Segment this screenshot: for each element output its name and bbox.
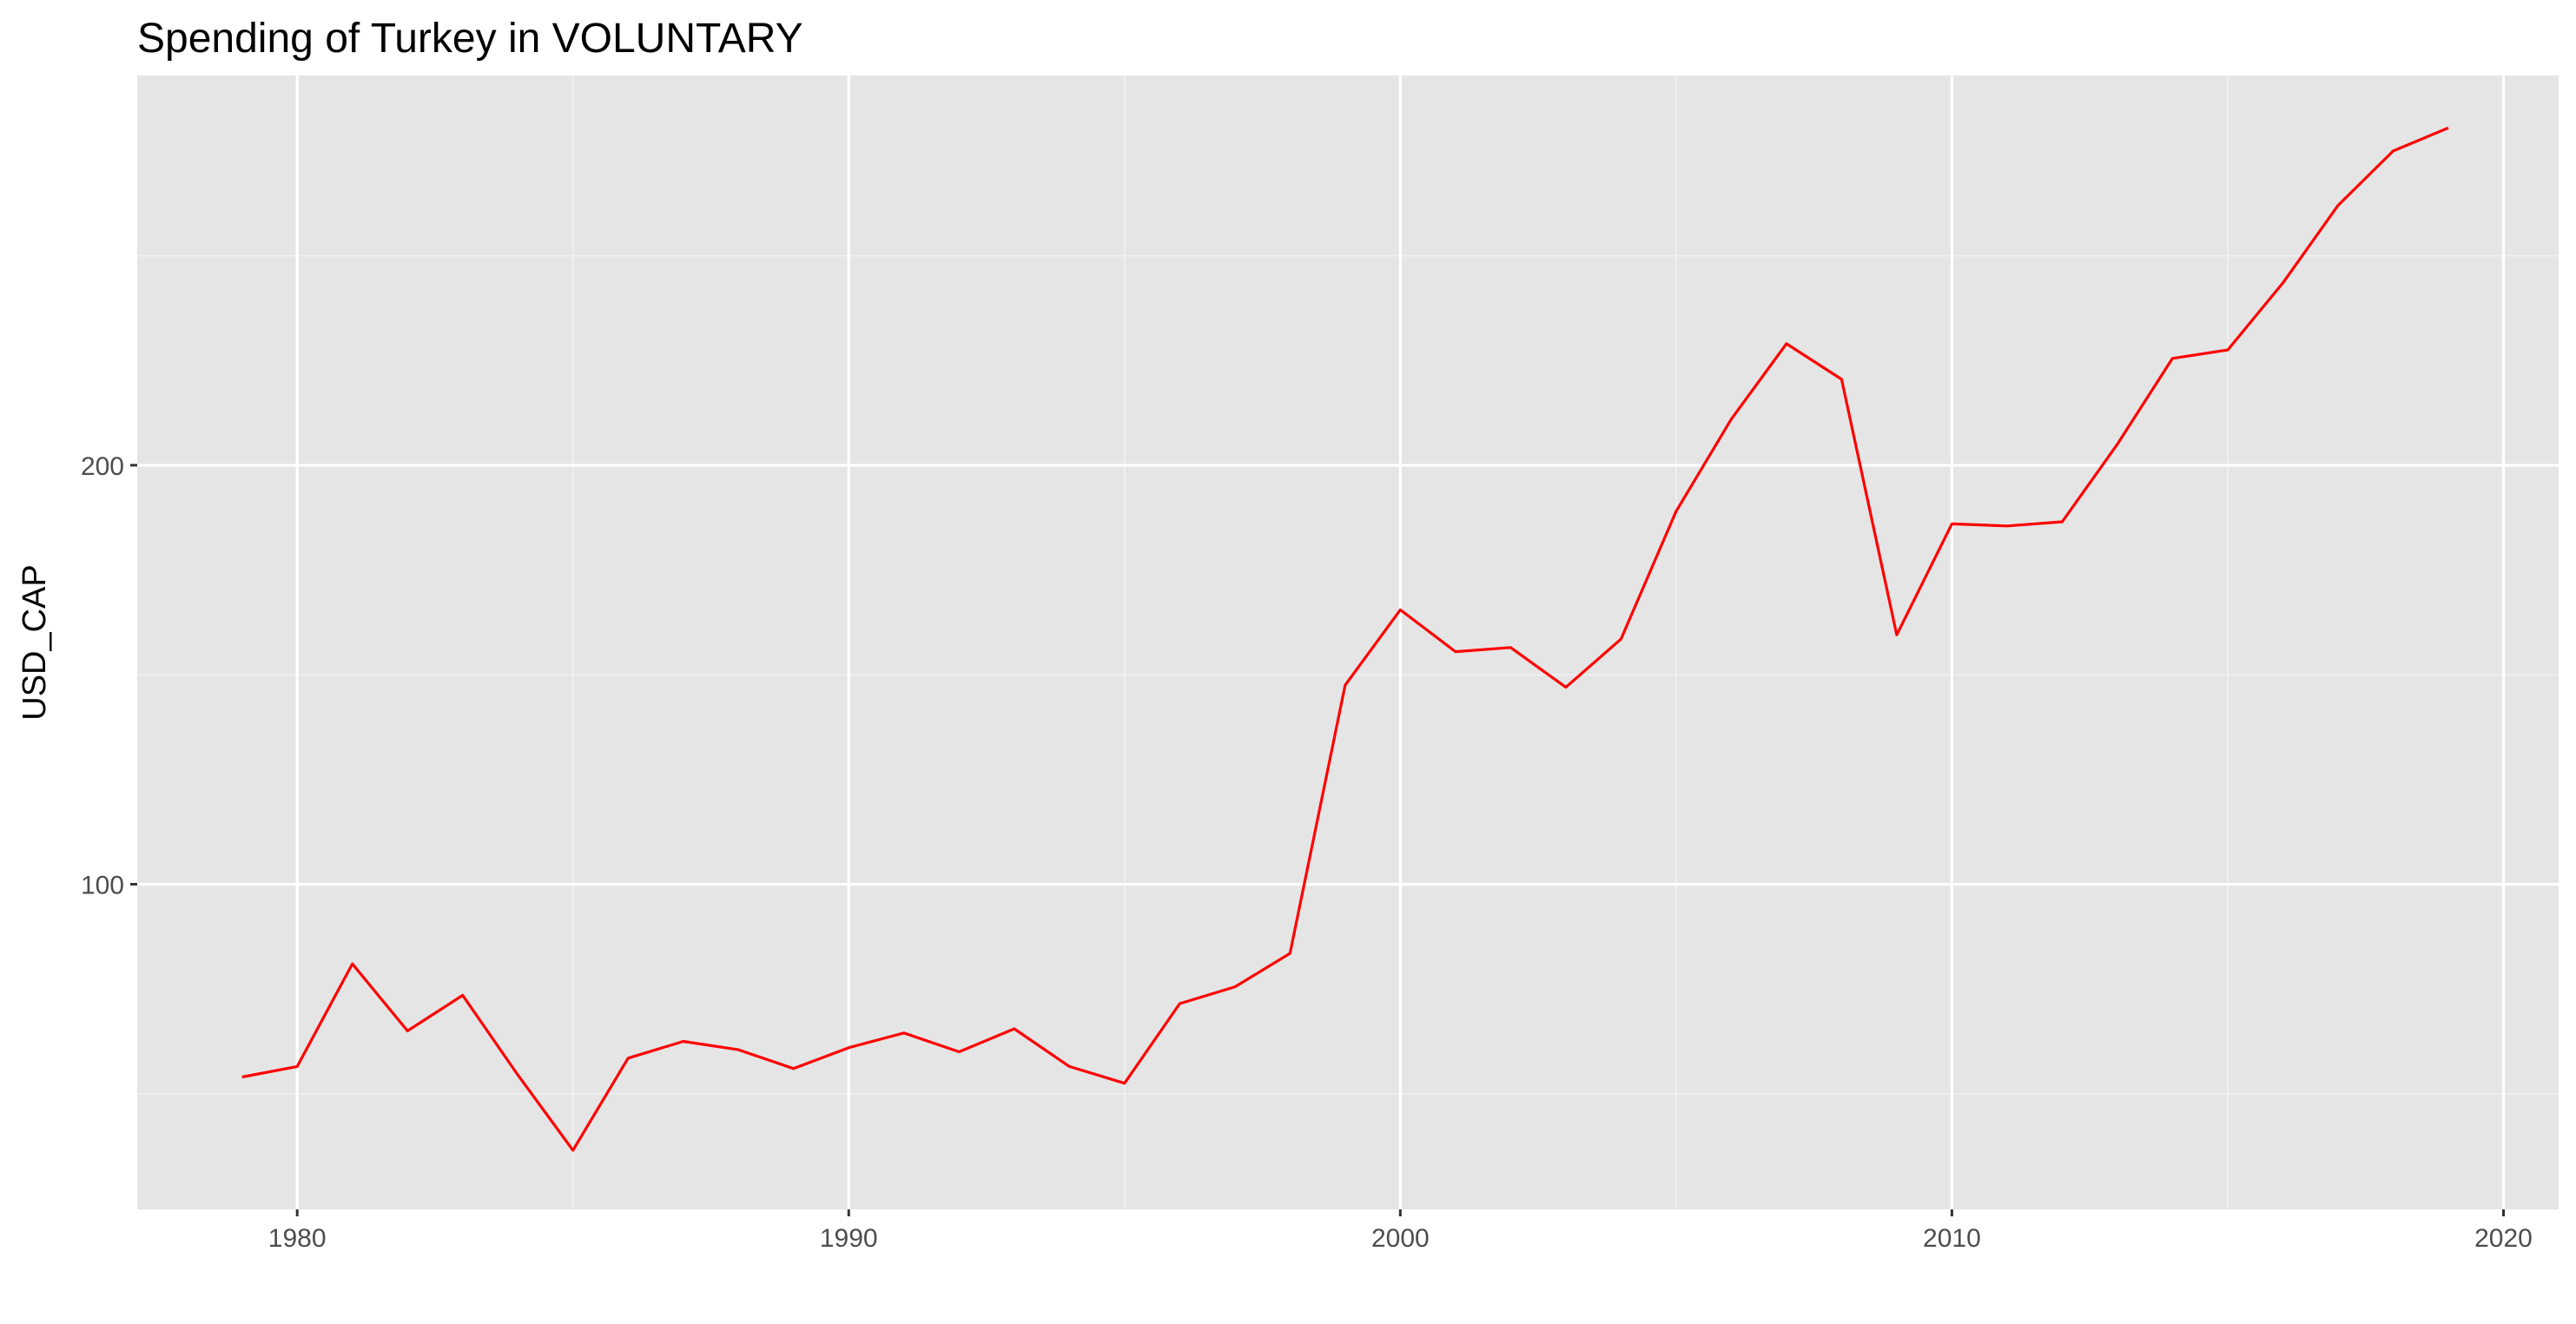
series-line bbox=[241, 126, 2449, 1152]
x-tick-label: 2020 bbox=[2474, 1224, 2533, 1253]
y-axis: 100 200 bbox=[81, 452, 137, 899]
x-tick-label: 2010 bbox=[1923, 1224, 1981, 1253]
x-axis: 1980 1990 2000 2010 2020 bbox=[268, 1209, 2533, 1253]
minor-gridlines bbox=[137, 76, 2559, 1209]
x-tick-label: 1980 bbox=[268, 1224, 327, 1253]
major-gridlines bbox=[137, 76, 2559, 1209]
y-axis-title: USD_CAP bbox=[17, 564, 53, 721]
plot-panel bbox=[137, 76, 2559, 1209]
y-tick-label: 100 bbox=[81, 871, 124, 899]
series-layer bbox=[241, 126, 2449, 1152]
chart-title: Spending of Turkey in VOLUNTARY bbox=[137, 16, 803, 62]
y-tick-label: 200 bbox=[81, 452, 124, 481]
x-tick-label: 2000 bbox=[1371, 1224, 1430, 1253]
x-tick-label: 1990 bbox=[820, 1224, 878, 1253]
